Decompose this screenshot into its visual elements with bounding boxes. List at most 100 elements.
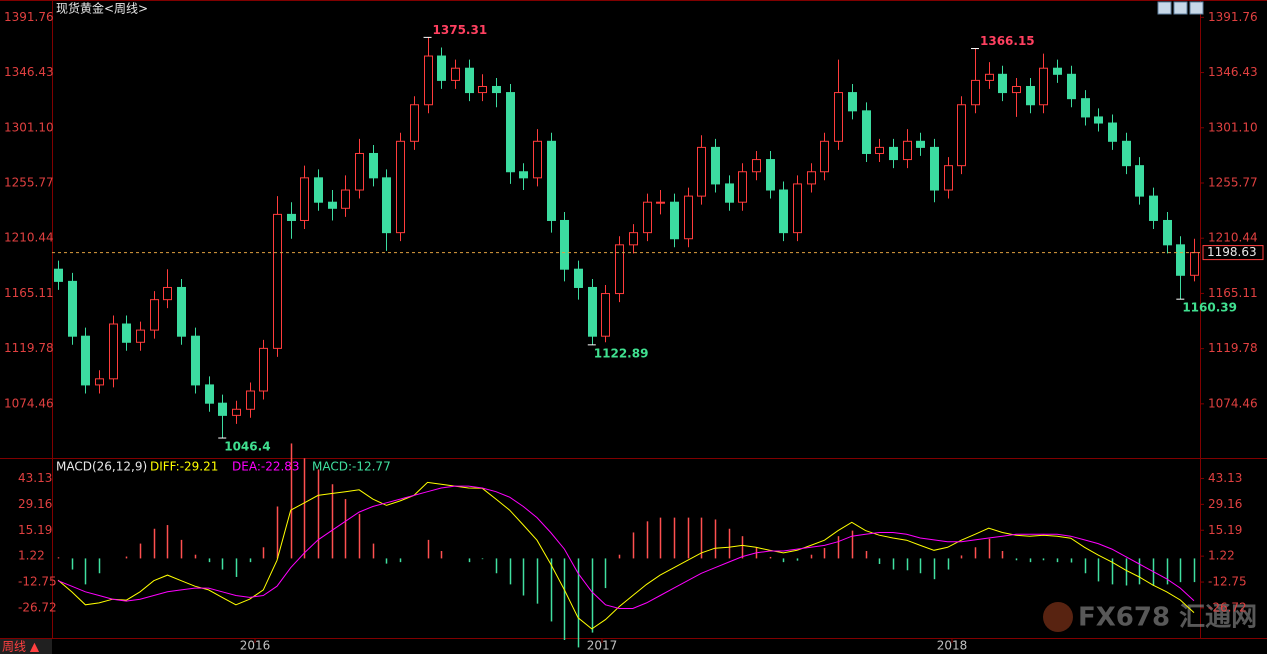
y-tick-label: 15.19 — [18, 523, 52, 537]
y-tick-label: 43.13 — [1208, 471, 1242, 485]
candle-body — [465, 67, 474, 94]
candle-body — [615, 244, 624, 295]
high-label: 1375.31 — [433, 23, 488, 37]
candle-body — [985, 73, 994, 81]
candle-body — [574, 268, 583, 288]
candle-body — [1122, 140, 1131, 167]
candle-body — [807, 171, 816, 185]
low-label: 1046.4 — [224, 440, 270, 454]
x-tick-label: 2016 — [240, 639, 271, 653]
last-price-box — [1202, 245, 1264, 261]
candle-body — [875, 146, 884, 154]
candle-body — [355, 152, 364, 191]
y-tick-label: 15.19 — [1208, 523, 1242, 537]
candle-body — [820, 140, 829, 173]
y-tick-label: 43.13 — [18, 471, 52, 485]
candle-body — [1190, 252, 1199, 276]
candle-body — [437, 55, 446, 81]
candle-body — [492, 85, 501, 94]
y-tick-label: 1346.43 — [4, 65, 54, 79]
period-button-bg[interactable] — [0, 639, 52, 654]
candle-body — [382, 177, 391, 234]
y-tick-label: 29.16 — [1208, 497, 1242, 511]
candle-body — [287, 213, 296, 221]
candle-body — [300, 177, 309, 221]
y-tick-label: 1074.46 — [1208, 396, 1258, 410]
candle-body — [136, 329, 145, 343]
candle-body — [1094, 116, 1103, 124]
candle-body — [1149, 195, 1158, 221]
tool-icon[interactable] — [1189, 1, 1204, 15]
candle-body — [1067, 73, 1076, 100]
candle-body — [163, 286, 172, 301]
candle-body — [697, 146, 706, 197]
candle-body — [341, 189, 350, 209]
y-tick-label: 1.22 — [18, 549, 45, 563]
y-tick-label: 1391.76 — [4, 10, 54, 24]
low-label: 1122.89 — [594, 346, 649, 360]
candle-body — [930, 146, 939, 191]
watermark-logo — [1043, 602, 1073, 632]
candle-body — [971, 79, 980, 106]
y-tick-label: 29.16 — [18, 497, 52, 511]
candle-body — [560, 219, 569, 270]
tool-icon[interactable] — [1157, 1, 1172, 15]
candle-body — [396, 140, 405, 234]
candle-body — [944, 165, 953, 191]
y-tick-label: 1165.11 — [4, 286, 54, 300]
candle-body — [506, 92, 515, 173]
tool-icon[interactable] — [1173, 1, 1188, 15]
candle-body — [1026, 85, 1035, 106]
candle-body — [1163, 219, 1172, 246]
period-button[interactable]: 周线 ▲ — [2, 640, 40, 654]
y-tick-label: -12.75 — [18, 575, 57, 589]
y-tick-label: 1074.46 — [4, 396, 54, 410]
candle-body — [95, 378, 104, 386]
candle-body — [54, 268, 63, 282]
candle-body — [1039, 67, 1048, 106]
high-label: 1366.15 — [980, 34, 1035, 48]
chart-title: 现货黄金<周线> — [56, 1, 148, 16]
candle-body — [643, 201, 652, 234]
x-tick-label: 2017 — [587, 639, 618, 653]
macd-line — [57, 485, 1195, 609]
candle-body — [916, 140, 925, 148]
y-tick-label: 1255.77 — [4, 175, 54, 189]
candle-body — [738, 171, 747, 203]
candle-body — [232, 408, 241, 416]
macd-title: MACD(26,12,9) — [56, 460, 147, 474]
y-tick-label: 1210.44 — [4, 231, 54, 245]
y-tick-label: 1165.11 — [1208, 286, 1258, 300]
candle-body — [998, 73, 1007, 94]
candle-body — [711, 146, 720, 185]
candle-body — [519, 171, 528, 179]
x-tick-label: 2018 — [937, 639, 968, 653]
candle-body — [205, 384, 214, 404]
y-tick-label: 1301.10 — [4, 120, 54, 134]
y-tick-label: 1119.78 — [4, 341, 54, 355]
candle-body — [588, 286, 597, 337]
low-label: 1160.39 — [1182, 301, 1237, 315]
candle-body — [424, 55, 433, 106]
candle-body — [601, 293, 610, 337]
candle-body — [656, 201, 665, 204]
candle-body — [369, 152, 378, 179]
candle-body — [451, 67, 460, 81]
legend-entry: DEA:-22.83 — [232, 460, 300, 474]
candle-body — [314, 177, 323, 203]
y-tick-label: 1301.10 — [1208, 120, 1258, 134]
candle-body — [1053, 67, 1062, 75]
candle-body — [81, 335, 90, 386]
candle-body — [725, 183, 734, 203]
candle-body — [533, 140, 542, 179]
candle-body — [889, 146, 898, 161]
y-tick-label: 1255.77 — [1208, 175, 1258, 189]
candle-body — [109, 323, 118, 380]
legend-entry: MACD:-12.77 — [312, 460, 391, 474]
candle-body — [793, 183, 802, 234]
candle-body — [834, 92, 843, 142]
candle-body — [547, 140, 556, 221]
candle-body — [122, 323, 131, 343]
